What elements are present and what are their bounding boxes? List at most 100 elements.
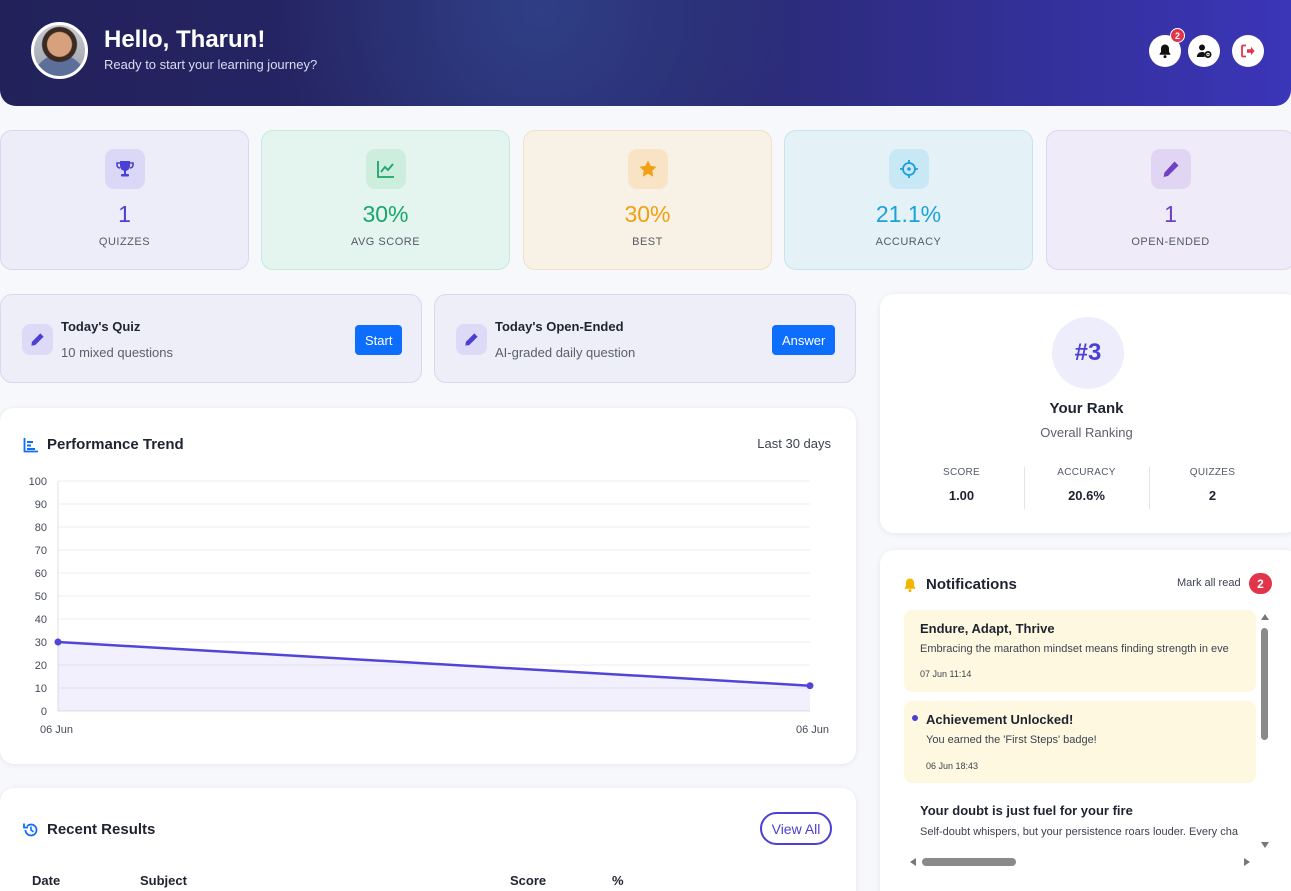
stat-label: BEST <box>632 236 663 248</box>
pencil-icon <box>465 333 478 346</box>
notification-item-unread[interactable]: Achievement Unlocked! You earned the 'Fi… <box>904 701 1256 783</box>
notification-title: Achievement Unlocked! <box>926 712 1074 727</box>
notification-count-badge: 2 <box>1170 28 1185 43</box>
y-tick-label: 70 <box>35 545 47 557</box>
stat-card-avg-score: 30% AVG SCORE <box>261 130 510 270</box>
notification-date: 07 Jun 11:14 <box>920 669 972 679</box>
notifications-title: Notifications <box>926 576 1017 593</box>
scrollbar-thumb[interactable] <box>1261 628 1268 740</box>
stat-value: 30% <box>362 201 409 227</box>
notification-item[interactable]: Your doubt is just fuel for your fire Se… <box>904 793 1256 853</box>
todays-open-ended-title: Today's Open-Ended <box>495 319 624 334</box>
scroll-right-arrow-icon[interactable] <box>1244 858 1250 866</box>
rank-subtitle: Overall Ranking <box>1040 425 1133 440</box>
y-tick-label: 0 <box>41 706 47 718</box>
stat-card-accuracy: 21.1% ACCURACY <box>784 130 1033 270</box>
start-quiz-button[interactable]: Start <box>355 325 403 355</box>
rank-stat-label: QUIZZES <box>1189 467 1236 478</box>
profile-settings-button[interactable] <box>1188 35 1220 67</box>
view-all-button[interactable]: View All <box>760 812 832 845</box>
rank-title: Your Rank <box>1049 400 1124 417</box>
notification-title: Your doubt is just fuel for your fire <box>920 803 1133 818</box>
x-tick-label: 06 Jun <box>40 724 73 736</box>
horizontal-scrollbar[interactable] <box>910 857 1252 867</box>
series-line <box>57 640 811 687</box>
recent-results-panel: Recent Results View All <box>0 788 856 891</box>
app-header: Hello, Tharun! Ready to start your learn… <box>0 0 1291 106</box>
y-tick-label: 60 <box>35 568 47 580</box>
star-icon <box>639 160 656 177</box>
logout-icon <box>1241 44 1255 58</box>
greeting-title: Hello, Tharun! <box>104 26 266 53</box>
column-header-percent[interactable]: % <box>612 873 624 888</box>
stat-label: ACCURACY <box>875 236 942 248</box>
data-point <box>806 682 814 690</box>
notifications-panel: Notifications Mark all read 2 Endure, Ad… <box>880 550 1291 891</box>
todays-quiz-subtitle: 10 mixed questions <box>61 345 174 360</box>
scroll-up-arrow-icon[interactable] <box>1261 614 1269 620</box>
performance-trend-title: Performance Trend <box>47 436 184 453</box>
column-header-score[interactable]: Score <box>510 873 547 888</box>
todays-quiz-card: Today's Quiz 10 mixed questions Start <box>0 294 422 383</box>
column-header-date[interactable]: Date <box>32 873 61 888</box>
unread-count-badge: 2 <box>1249 573 1272 594</box>
mark-all-read-link[interactable]: Mark all read <box>1177 577 1241 589</box>
stat-value: 1 <box>118 201 131 227</box>
data-point <box>54 638 62 646</box>
crosshair-icon <box>899 160 918 178</box>
rank-stat-value: 20.6% <box>1068 488 1105 503</box>
performance-trend-panel: Performance Trend Last 30 days 0 10 20 30 40… <box>0 408 856 764</box>
y-tick-label: 50 <box>35 591 47 603</box>
avatar[interactable] <box>31 22 88 79</box>
notification-body: Embracing the marathon mindset means fin… <box>920 643 1229 655</box>
answer-button[interactable]: Answer <box>772 325 836 355</box>
notification-body: You earned the 'First Steps' badge! <box>926 734 1097 746</box>
divider <box>1149 467 1150 509</box>
notification-title: Endure, Adapt, Thrive <box>920 621 1055 636</box>
rank-stat-score: SCORE 1.00 <box>899 467 1024 503</box>
stat-card-open-ended: 1 OPEN-ENDED <box>1046 130 1291 270</box>
notifications-button[interactable]: 2 <box>1149 28 1185 67</box>
rank-stat-quizzes: QUIZZES 2 <box>1150 467 1275 503</box>
greeting-subtitle: Ready to start your learning journey? <box>104 57 318 72</box>
notification-item[interactable]: Endure, Adapt, Thrive Embracing the mara… <box>904 610 1256 692</box>
stat-label: QUIZZES <box>98 236 151 248</box>
y-tick-label: 100 <box>29 476 47 488</box>
divider <box>1024 467 1025 509</box>
date-range-label: Last 30 days <box>757 436 831 451</box>
scroll-left-arrow-icon[interactable] <box>910 858 916 866</box>
pencil-icon <box>1163 161 1178 177</box>
rank-stat-accuracy: ACCURACY 20.6% <box>1024 467 1149 503</box>
y-tick-label: 10 <box>35 683 47 695</box>
y-tick-label: 80 <box>35 522 47 534</box>
notification-body: Self-doubt whispers, but your persistenc… <box>920 826 1238 838</box>
scroll-down-arrow-icon[interactable] <box>1261 842 1269 848</box>
bell-icon <box>904 578 916 592</box>
trophy-icon <box>115 161 134 177</box>
rank-position: #3 <box>1052 317 1124 389</box>
performance-line-chart: 0 10 20 30 40 50 60 70 80 90 100 06 Jun 06 Jun <box>29 476 829 736</box>
recent-results-title: Recent Results <box>47 821 156 838</box>
logout-button[interactable] <box>1232 35 1264 67</box>
series-area <box>58 642 810 711</box>
column-header-subject[interactable]: Subject <box>140 873 187 888</box>
user-gear-icon <box>1196 44 1212 58</box>
bar-chart-icon <box>23 437 38 452</box>
y-tick-label: 90 <box>35 499 47 511</box>
trend-chart-icon <box>376 161 394 178</box>
rank-stat-value: 1.00 <box>948 488 975 503</box>
stat-value: 1 <box>1164 201 1177 227</box>
stat-label: OPEN-ENDED <box>1131 236 1210 248</box>
stat-card-quizzes: 1 QUIZZES <box>0 130 249 270</box>
scrollbar-thumb[interactable] <box>922 858 1016 866</box>
rank-stat-value: 2 <box>1208 488 1217 503</box>
todays-open-ended-subtitle: AI-graded daily question <box>495 345 636 360</box>
y-tick-label: 40 <box>35 614 47 626</box>
y-tick-label: 20 <box>35 660 47 672</box>
stat-value: 30% <box>624 201 671 227</box>
bell-icon <box>1159 44 1171 59</box>
notification-date: 06 Jun 18:43 <box>926 761 979 771</box>
unread-dot <box>912 715 918 721</box>
vertical-scrollbar[interactable] <box>1260 614 1270 850</box>
rank-stat-label: ACCURACY <box>1057 467 1116 478</box>
